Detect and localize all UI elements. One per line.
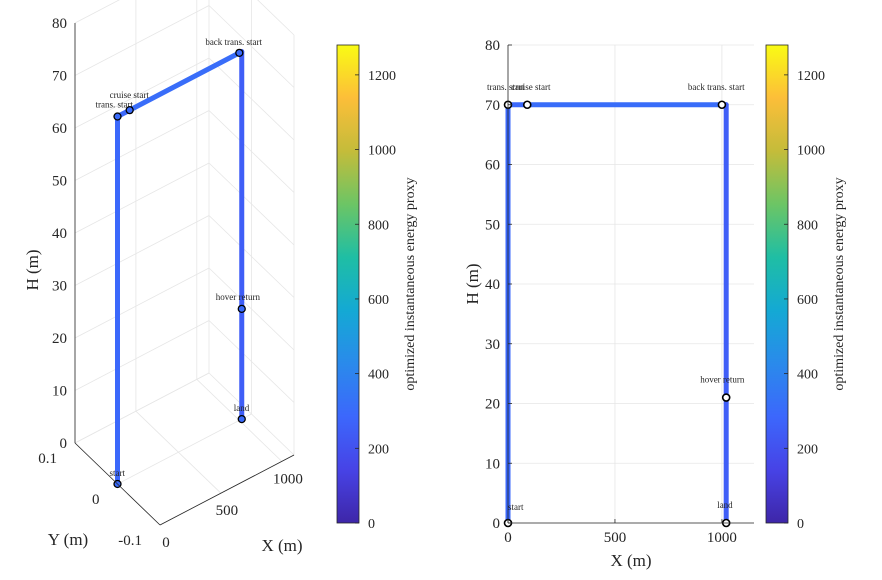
marker-point-3d xyxy=(235,48,244,58)
colorbar-3d: 0 200 400 600 800 1000 1200 optimized instanta… xyxy=(336,44,418,532)
colorbar-tick-label: 1200 xyxy=(368,69,396,84)
tick-label-z-3d: 70 xyxy=(52,69,67,85)
axis-line-x-3d xyxy=(159,454,295,526)
tick-label-y: 30 xyxy=(485,337,500,353)
gridline-3d xyxy=(257,0,295,36)
tick-label-y: 10 xyxy=(485,456,500,472)
marker-label-3d: cruise start xyxy=(110,90,150,100)
marker-point-3d xyxy=(125,105,134,115)
colorbar-3d-bar xyxy=(336,44,360,524)
tick-label-x: 1000 xyxy=(707,530,737,546)
gridline-3d xyxy=(74,372,210,444)
axis-label-x-3d: X (m) xyxy=(261,536,302,555)
colorbar-tick-label: 600 xyxy=(797,293,818,308)
marker-point-3d xyxy=(237,414,246,424)
marker-label-3d: trans. start xyxy=(96,100,134,110)
marker-label-3d: back trans. start xyxy=(205,37,262,47)
gridline-3d xyxy=(74,267,210,339)
axis-label-z-3d: H (m) xyxy=(23,249,42,290)
gridline-3d xyxy=(74,0,120,24)
tick-label-x-3d: 0 xyxy=(162,535,170,551)
marker-point-3d xyxy=(237,304,246,313)
marker-label-3d: hover return xyxy=(216,292,261,302)
colorbar-tick-label: 0 xyxy=(797,517,804,532)
tick-label-x: 0 xyxy=(504,530,512,546)
gridline-3d xyxy=(74,57,210,129)
marker-point xyxy=(721,393,731,402)
colorbar-3d-label: optimized instantaneous energy proxy xyxy=(403,177,418,390)
colorbar-tick-label: 200 xyxy=(368,442,389,457)
colorbar-tick-label: 1200 xyxy=(797,69,825,84)
colorbar-tick-label: 400 xyxy=(368,368,389,383)
tick-label-z-3d: 50 xyxy=(52,174,67,190)
tick-label-x-3d: 1000 xyxy=(273,471,303,487)
trajectory-segment xyxy=(127,50,242,113)
tick-label-z-3d: 60 xyxy=(52,121,67,137)
gridline-3d xyxy=(74,215,210,286)
tick-label-x-3d: 500 xyxy=(216,503,239,519)
marker-label-3d: start xyxy=(110,468,126,478)
tick-label-z-3d: 30 xyxy=(52,279,67,295)
tick-label-y: 60 xyxy=(485,158,500,174)
gridline-3d xyxy=(74,162,210,234)
tick-label-y: 40 xyxy=(485,277,500,293)
marker-label-3d: land xyxy=(234,403,250,413)
axis-line-y-3d xyxy=(74,442,161,526)
marker-label: start xyxy=(508,502,524,512)
tick-label-y-3d: -0.1 xyxy=(118,533,142,549)
colorbar-tick-label: 1000 xyxy=(797,144,825,159)
axis-label-x-2d: X (m) xyxy=(610,551,651,570)
tick-label-x: 500 xyxy=(604,530,627,546)
tick-label-y: 20 xyxy=(485,397,500,413)
marker-point xyxy=(522,100,532,110)
marker-label: land xyxy=(717,500,733,510)
colorbar-tick-label: 1000 xyxy=(368,144,396,159)
marker-label: trans. start xyxy=(487,82,525,92)
colorbar-tick-label: 400 xyxy=(797,368,818,383)
axis-label-y-2d: H (m) xyxy=(463,263,482,304)
tick-label-y-3d: 0.1 xyxy=(38,451,57,467)
tick-label-z-3d: 10 xyxy=(52,384,67,400)
tick-label-z-3d: 20 xyxy=(52,331,67,347)
axis-label-y-3d: Y (m) xyxy=(48,530,88,549)
colorbar-tick-label: 200 xyxy=(797,442,818,457)
colorbar-2d-bar xyxy=(765,44,789,524)
colorbar-tick-label: 600 xyxy=(368,293,389,308)
colorbar-tick-label: 800 xyxy=(368,218,389,233)
tick-label-z-3d: 40 xyxy=(52,226,67,242)
gridline-3d xyxy=(74,5,210,76)
tick-label-y: 0 xyxy=(493,516,501,532)
tick-label-y-3d: 0 xyxy=(92,492,100,508)
tick-label-y: 70 xyxy=(485,98,500,114)
marker-label: cruise start xyxy=(511,82,551,92)
tick-label-y: 50 xyxy=(485,217,500,233)
colorbar-2d-label: optimized instantaneous energy proxy xyxy=(832,177,847,390)
tick-label-y: 80 xyxy=(485,38,500,54)
marker-label: back trans. start xyxy=(688,82,745,92)
colorbar-tick-label: 0 xyxy=(368,517,375,532)
marker-label: hover return xyxy=(700,375,745,385)
colorbar-2d: 0 200 400 600 800 1000 1200 optimized instanta… xyxy=(765,44,847,532)
tick-label-z-3d: 80 xyxy=(52,16,67,32)
tick-label-z-3d: 0 xyxy=(60,436,68,452)
marker-point xyxy=(717,100,727,110)
colorbar-tick-label: 800 xyxy=(797,218,818,233)
gridline-3d xyxy=(117,413,252,485)
marker-point-3d xyxy=(113,112,122,121)
ticks-2d: 0 10 20 30 40 50 60 70 80 0 500 1000 xyxy=(485,38,737,546)
gridline-3d xyxy=(74,320,210,391)
gridline-3d xyxy=(74,110,210,181)
